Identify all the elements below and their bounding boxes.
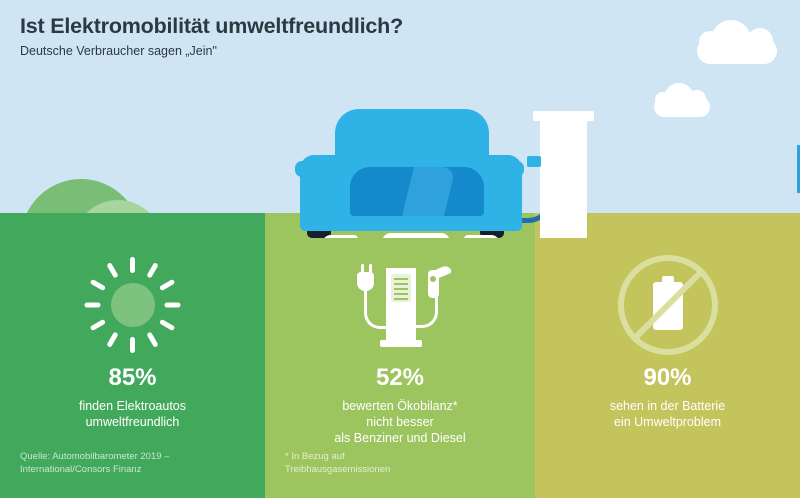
prohibition-ring-icon bbox=[617, 255, 718, 355]
stat-description-line: bewerten Ökobilanz* bbox=[342, 399, 458, 413]
plug-cable bbox=[364, 291, 386, 329]
car-charging-illustration bbox=[295, 105, 800, 280]
stat-panel-battery: 90% sehen in der Batterie ein Umweltprob… bbox=[535, 238, 800, 498]
footnote: * In Bezug auf Treibhausgasemissionen bbox=[285, 450, 390, 476]
stat-panel-sun: 85% finden Elektroautos umweltfreundlich… bbox=[0, 238, 265, 498]
car-body bbox=[300, 155, 522, 280]
charging-station-icon bbox=[540, 119, 800, 238]
sun-icon bbox=[84, 257, 181, 353]
stat-description-line: sehen in der Batterie bbox=[609, 399, 726, 413]
stat-description-line: nicht besser bbox=[366, 415, 434, 429]
cloud-icon bbox=[654, 83, 710, 117]
stat-description: sehen in der Batterie ein Umweltproblem bbox=[535, 398, 800, 430]
page-title: Ist Elektromobilität umweltfreundlich? bbox=[20, 14, 404, 38]
charging-plug-tip bbox=[527, 156, 541, 167]
stat-description: bewerten Ökobilanz* nicht besser als Ben… bbox=[265, 398, 535, 446]
source-note: Quelle: Automobilbarometer 2019 – Intern… bbox=[20, 450, 169, 476]
nozzle-hose bbox=[416, 292, 438, 328]
stat-value: 52% bbox=[375, 364, 425, 391]
stat-description-line: finden Elektroautos bbox=[78, 399, 186, 413]
stat-description-line: als Benziner und Diesel bbox=[334, 431, 466, 445]
stat-panel-pump: 52% bewerten Ökobilanz* nicht besser als… bbox=[265, 238, 535, 498]
battery-terminal bbox=[661, 276, 674, 283]
plug-prong-icon bbox=[361, 264, 364, 273]
page-subtitle: Deutsche Verbraucher sagen „Jein" bbox=[20, 44, 217, 58]
battery-prohibited-icon bbox=[617, 254, 719, 356]
footnote-line: Treibhausgasemissionen bbox=[285, 464, 391, 475]
fuel-pump-base bbox=[380, 340, 422, 347]
charger-top-cap bbox=[533, 111, 594, 121]
panel-icon-slot bbox=[265, 250, 535, 360]
charger-screen bbox=[797, 145, 800, 193]
fuel-pump-display bbox=[391, 274, 411, 302]
source-note-line: Quelle: Automobilbarometer 2019 – bbox=[20, 451, 170, 462]
plug-prong-icon bbox=[369, 264, 372, 273]
stat-description-line: ein Umweltproblem bbox=[614, 415, 721, 429]
cloud-icon bbox=[697, 20, 777, 64]
grass-strip-left bbox=[0, 213, 265, 238]
stat-description-line: umweltfreundlich bbox=[85, 415, 180, 429]
panel-icon-slot bbox=[0, 250, 265, 360]
stat-panels: 85% finden Elektroautos umweltfreundlich… bbox=[0, 238, 800, 498]
header: Ist Elektromobilität umweltfreundlich? D… bbox=[20, 14, 403, 58]
footnote-line: * In Bezug auf bbox=[285, 451, 345, 462]
source-note-line: International/Consors Finanz bbox=[20, 464, 142, 475]
stat-description: finden Elektroautos umweltfreundlich bbox=[0, 398, 265, 430]
fuel-pump-plug-icon bbox=[340, 254, 460, 356]
fuel-nozzle-icon bbox=[428, 270, 439, 298]
fuel-nozzle-grip bbox=[430, 276, 436, 282]
panel-icon-slot bbox=[535, 250, 800, 360]
stat-value: 85% bbox=[108, 364, 157, 391]
electric-plug-icon bbox=[357, 272, 374, 291]
stat-value: 90% bbox=[643, 364, 692, 391]
